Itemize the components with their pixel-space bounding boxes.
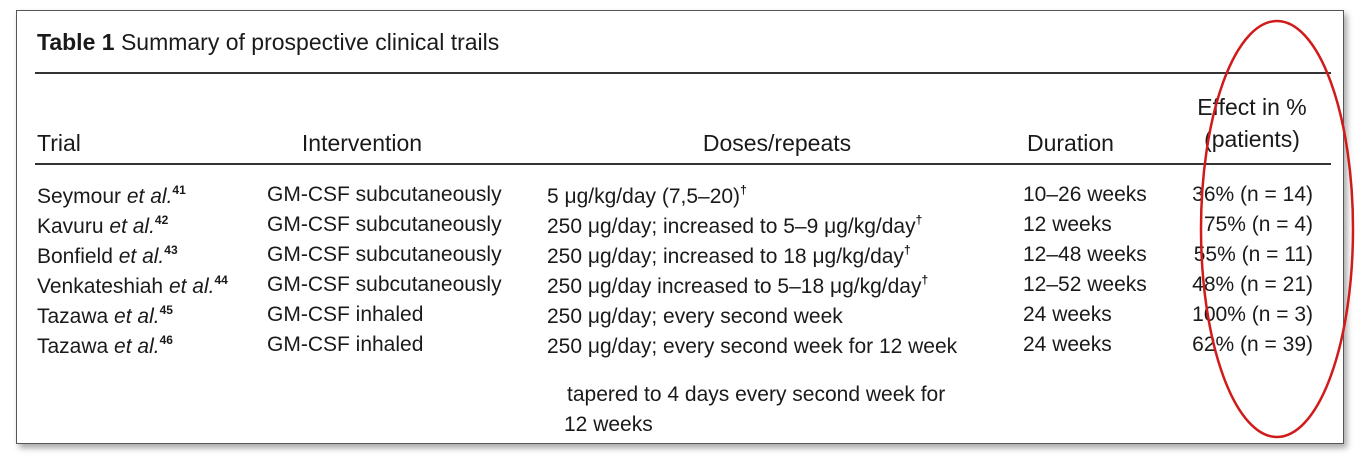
dose-text: 250 μg/day; increased to 5–9 μg/kg/day: [547, 215, 916, 238]
dose-footnote-mark: †: [921, 273, 929, 287]
trial-author: Kavuru: [37, 215, 104, 238]
header-trial: Trial: [37, 130, 81, 156]
cell-duration: 12 weeks: [1023, 213, 1112, 236]
header-intervention: Intervention: [301, 130, 423, 156]
cell-intervention: GM-CSF inhaled: [267, 303, 424, 326]
table-row: Venkateshiah et al.44 GM-CSF subcutaneous…: [17, 273, 1343, 303]
table-row: Tazawa et al.45 GM-CSF inhaled 250 μg/day;…: [17, 303, 1343, 333]
trial-author: Tazawa: [37, 335, 109, 358]
cell-effect: 75% (n = 4): [1203, 213, 1313, 236]
cell-intervention: GM-CSF subcutaneously: [267, 243, 502, 266]
header-effect-line2: (patients): [1204, 126, 1300, 152]
dose-text: 250 μg/day; increased to 18 μg/kg/day: [547, 245, 904, 268]
cell-effect: 62% (n = 39): [1192, 333, 1313, 356]
cell-duration: 12–52 weeks: [1023, 273, 1147, 296]
trial-ref: 45: [159, 303, 173, 317]
cell-effect: 36% (n = 14): [1192, 183, 1313, 206]
trial-etal: et al.: [168, 275, 215, 298]
table-row: Kavuru et al.42 GM-CSF subcutaneously 250 …: [17, 213, 1343, 243]
cell-duration: 12–48 weeks: [1023, 243, 1147, 266]
trial-author: Seymour: [37, 185, 122, 208]
cell-intervention: GM-CSF subcutaneously: [267, 213, 502, 236]
table-caption: Table 1 Summary of prospective clinical …: [37, 29, 499, 56]
table-caption-label: Table 1: [37, 29, 115, 55]
cell-intervention: GM-CSF subcutaneously: [267, 273, 502, 296]
cell-effect: 48% (n = 21): [1192, 273, 1313, 296]
cell-trial: Tazawa et al.46: [37, 333, 173, 359]
top-rule: [35, 72, 1331, 74]
table-row: Seymour et al.41 GM-CSF subcutaneously 5 μ…: [17, 183, 1343, 213]
cell-dose: 250 μg/day; every second week for 12 wee…: [547, 333, 957, 359]
table-row: Tazawa et al.46 GM-CSF inhaled 250 μg/day;…: [17, 333, 1343, 363]
dose-text: 250 μg/day; every second week: [547, 305, 843, 328]
dose-footnote-mark: †: [740, 183, 747, 197]
trial-ref: 43: [164, 243, 178, 257]
trial-author: Tazawa: [37, 305, 109, 328]
header-rule: [35, 163, 1331, 165]
dose-text: 250 μg/day; every second week for 12 wee…: [547, 335, 958, 358]
cell-duration: 24 weeks: [1023, 303, 1112, 326]
cell-intervention: GM-CSF inhaled: [267, 333, 424, 356]
cell-dose: 250 μg/day; increased to 18 μg/kg/day†: [547, 243, 911, 269]
trial-author: Bonfield: [37, 245, 113, 268]
cell-trial: Seymour et al.41: [37, 183, 186, 209]
dose-continuation-1: tapered to 4 days every second week for: [567, 383, 946, 406]
cell-trial: Kavuru et al.42: [37, 213, 168, 239]
cell-intervention: GM-CSF subcutaneously: [267, 183, 502, 206]
cell-trial: Bonfield et al.43: [37, 243, 178, 269]
trial-ref: 42: [154, 213, 169, 227]
trial-ref: 44: [214, 273, 228, 287]
cell-trial: Venkateshiah et al.44: [37, 273, 228, 299]
cell-trial: Tazawa et al.45: [37, 303, 173, 329]
table-figure: Table 1 Summary of prospective clinical …: [16, 10, 1355, 444]
header-effect-line1: Effect in %: [1197, 94, 1307, 120]
cell-effect: 55% (n = 11): [1193, 243, 1313, 266]
cell-dose: 250 μg/day; increased to 5–9 μg/kg/day†: [547, 213, 922, 239]
dose-text: 250 μg/day increased to 5–18 μg/kg/day: [547, 275, 922, 298]
trial-etal: et al.: [126, 185, 173, 208]
trial-etal: et al.: [114, 335, 160, 358]
cell-duration: 24 weeks: [1023, 333, 1112, 356]
trial-etal: et al.: [118, 245, 165, 268]
trial-author: Venkateshiah: [37, 275, 164, 298]
header-effect: Effect in % (patients): [1177, 91, 1327, 155]
cell-dose: 250 μg/day; every second week: [547, 303, 843, 329]
trial-etal: et al.: [114, 305, 160, 328]
header-duration: Duration: [1027, 130, 1114, 156]
dose-footnote-mark: †: [903, 243, 911, 257]
trial-ref: 41: [172, 183, 186, 197]
dose-continuation-2: 12 weeks: [564, 413, 653, 436]
dose-footnote-mark: †: [915, 213, 923, 227]
cell-dose: 250 μg/day increased to 5–18 μg/kg/day†: [547, 273, 928, 299]
header-doses: Doses/repeats: [702, 130, 852, 156]
trial-etal: et al.: [109, 215, 155, 238]
trial-ref: 46: [159, 333, 173, 347]
table-caption-text: Summary of prospective clinical trails: [120, 29, 500, 55]
cell-dose: 5 μg/kg/day (7,5–20)†: [547, 183, 747, 209]
dose-text: 5 μg/kg/day (7,5–20): [547, 185, 741, 208]
table-row: Bonfield et al.43 GM-CSF subcutaneously 25…: [17, 243, 1343, 273]
cell-effect: 100% (n = 3): [1192, 303, 1313, 326]
cell-duration: 10–26 weeks: [1023, 183, 1147, 206]
